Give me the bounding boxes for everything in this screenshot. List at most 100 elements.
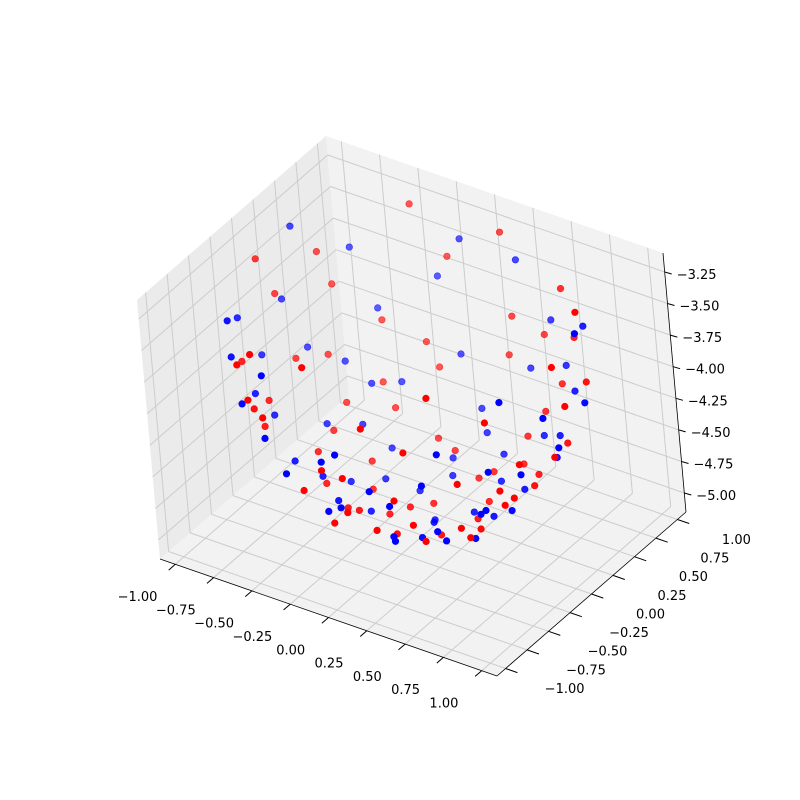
z-gridline-back	[330, 186, 668, 304]
y-gridline-left	[274, 180, 298, 440]
point-series-a	[331, 451, 339, 459]
y-gridline-left	[231, 217, 255, 478]
x-tick-mark	[321, 617, 329, 624]
point-series-b	[510, 494, 518, 502]
point-series-b	[392, 404, 400, 412]
x-tick-mark	[206, 577, 214, 584]
y-gridline-floor	[275, 457, 614, 576]
point-series-a	[335, 497, 343, 505]
point-series-b	[251, 255, 259, 263]
point-series-a	[223, 317, 231, 325]
point-series-a	[386, 502, 394, 511]
y-gridline-left	[316, 143, 341, 403]
point-series-a	[497, 477, 506, 485]
point-series-b	[261, 422, 269, 431]
point-series-b	[571, 308, 579, 316]
z-tick-mark	[670, 334, 678, 338]
point-series-a	[517, 471, 525, 479]
point-series-b	[314, 448, 322, 456]
point-series-b	[386, 510, 394, 518]
point-series-a	[417, 482, 426, 490]
point-series-a	[455, 235, 463, 243]
y-tick-label: −0.50	[588, 645, 628, 660]
point-series-a	[457, 350, 465, 358]
z-tick-mark	[667, 303, 675, 306]
point-series-a	[238, 400, 246, 408]
x-tick-mark	[436, 657, 444, 664]
point-series-b	[475, 474, 483, 482]
point-series-b	[451, 447, 459, 455]
point-series-a	[398, 378, 406, 386]
x-tick-mark	[283, 603, 291, 611]
point-series-b	[535, 470, 543, 479]
point-series-a	[271, 411, 279, 419]
y-tick-mark	[548, 630, 561, 636]
point-series-a	[365, 488, 373, 496]
point-series-a	[521, 485, 529, 493]
x-tick-mark	[244, 590, 253, 597]
point-series-a	[277, 295, 286, 303]
point-series-a	[434, 528, 442, 536]
z-tick-mark	[675, 397, 684, 401]
point-series-a	[345, 243, 353, 251]
x-gridline-back	[455, 181, 480, 441]
z-axis-line	[662, 252, 687, 513]
point-series-a	[555, 444, 563, 452]
point-series-b	[422, 537, 430, 546]
z-gridline-left	[138, 154, 329, 320]
x-tick-label: 0.00	[276, 643, 305, 658]
y-tick-mark	[634, 556, 647, 562]
point-series-b	[368, 457, 376, 465]
y-gridline-left	[295, 162, 320, 422]
point-series-b	[271, 290, 279, 298]
y-gridline-floor	[211, 513, 549, 632]
y-gridline-floor	[232, 495, 571, 614]
point-series-b	[292, 354, 300, 362]
point-series-b	[405, 200, 413, 208]
point-series-b	[496, 487, 504, 495]
z-tick-label: −3.75	[682, 331, 722, 346]
point-series-a	[579, 322, 587, 330]
point-series-a	[482, 506, 490, 515]
point-series-b	[556, 285, 565, 293]
point-series-a	[323, 420, 331, 428]
point-series-b	[561, 402, 569, 411]
z-gridline-left	[146, 249, 337, 415]
point-series-a	[511, 256, 520, 264]
point-series-b	[330, 426, 338, 435]
x-tick-label: −0.50	[194, 617, 234, 632]
data-points	[223, 200, 590, 546]
point-series-a	[251, 390, 259, 398]
point-series-a	[562, 361, 570, 370]
x-gridline-back	[494, 194, 518, 454]
point-series-a	[581, 399, 589, 407]
y-tick-mark	[526, 649, 540, 655]
z-tick-label: −4.25	[688, 394, 728, 409]
z-gridline-back	[327, 154, 665, 273]
point-series-a	[367, 507, 375, 515]
point-series-b	[551, 453, 559, 461]
point-series-b	[317, 467, 326, 475]
x-gridline-back	[340, 141, 365, 401]
z-gridline-back	[333, 217, 671, 336]
y-tick-label: 0.50	[679, 570, 708, 585]
point-series-b	[246, 351, 254, 359]
point-series-a	[547, 316, 555, 324]
z-gridline-back	[335, 249, 674, 368]
y-tick-label: 0.00	[636, 608, 665, 623]
z-gridline-left	[141, 186, 331, 351]
point-series-a	[374, 304, 382, 312]
point-series-b	[540, 330, 548, 339]
y-tick-label: 0.25	[658, 589, 687, 604]
point-series-b	[300, 486, 308, 495]
point-series-a	[571, 387, 579, 395]
point-series-a	[391, 537, 400, 545]
point-series-a	[341, 357, 349, 365]
point-series-b	[524, 432, 532, 440]
y-gridline-floor	[168, 551, 506, 669]
point-series-a	[258, 351, 266, 359]
y-gridline-left	[145, 292, 170, 552]
point-series-a	[233, 314, 241, 322]
z-gridline-back	[344, 344, 682, 462]
